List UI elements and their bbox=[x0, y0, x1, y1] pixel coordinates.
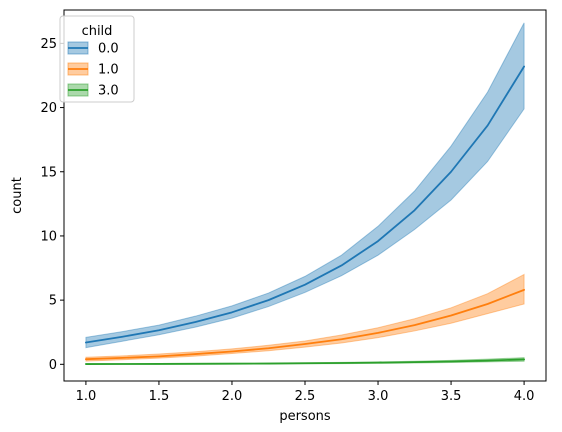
x-tick-label: 3.0 bbox=[368, 389, 389, 404]
y-tick-label: 20 bbox=[40, 101, 57, 116]
legend-label-3.0: 3.0 bbox=[98, 84, 119, 99]
legend-label-1.0: 1.0 bbox=[98, 63, 119, 78]
plot-frame bbox=[63, 9, 547, 382]
x-tick-label: 1.0 bbox=[76, 389, 97, 404]
y-tick-label: 10 bbox=[40, 229, 57, 244]
line-3.0 bbox=[85, 358, 525, 365]
series-lines bbox=[85, 65, 525, 365]
y-axis-label: count bbox=[10, 177, 25, 214]
legend-entries: 0.0 1.0 3.0 bbox=[67, 41, 119, 99]
x-tick-label: 2.0 bbox=[222, 389, 243, 404]
y-tick-label: 5 bbox=[49, 294, 57, 309]
y-axis: 0 5 10 15 20 25 bbox=[40, 37, 64, 373]
line-1.0 bbox=[85, 288, 525, 361]
y-tick-label: 0 bbox=[49, 358, 57, 373]
legend-label-0.0: 0.0 bbox=[98, 42, 119, 57]
x-axis: 1.0 1.5 2.0 2.5 3.0 3.5 4.0 bbox=[76, 381, 535, 404]
line-0.0 bbox=[85, 65, 525, 344]
x-tick-label: 4.0 bbox=[514, 389, 535, 404]
y-tick-label: 25 bbox=[40, 37, 57, 52]
legend: child 0.0 1.0 3.0 bbox=[59, 15, 135, 103]
x-tick-label: 1.5 bbox=[149, 389, 170, 404]
legend-box bbox=[59, 15, 135, 103]
y-tick-label: 15 bbox=[40, 165, 57, 180]
x-tick-label: 2.5 bbox=[295, 389, 316, 404]
x-tick-label: 3.5 bbox=[441, 389, 462, 404]
legend-title: child bbox=[82, 24, 113, 39]
band-0.0 bbox=[85, 22, 525, 349]
x-axis-label: persons bbox=[279, 409, 331, 424]
